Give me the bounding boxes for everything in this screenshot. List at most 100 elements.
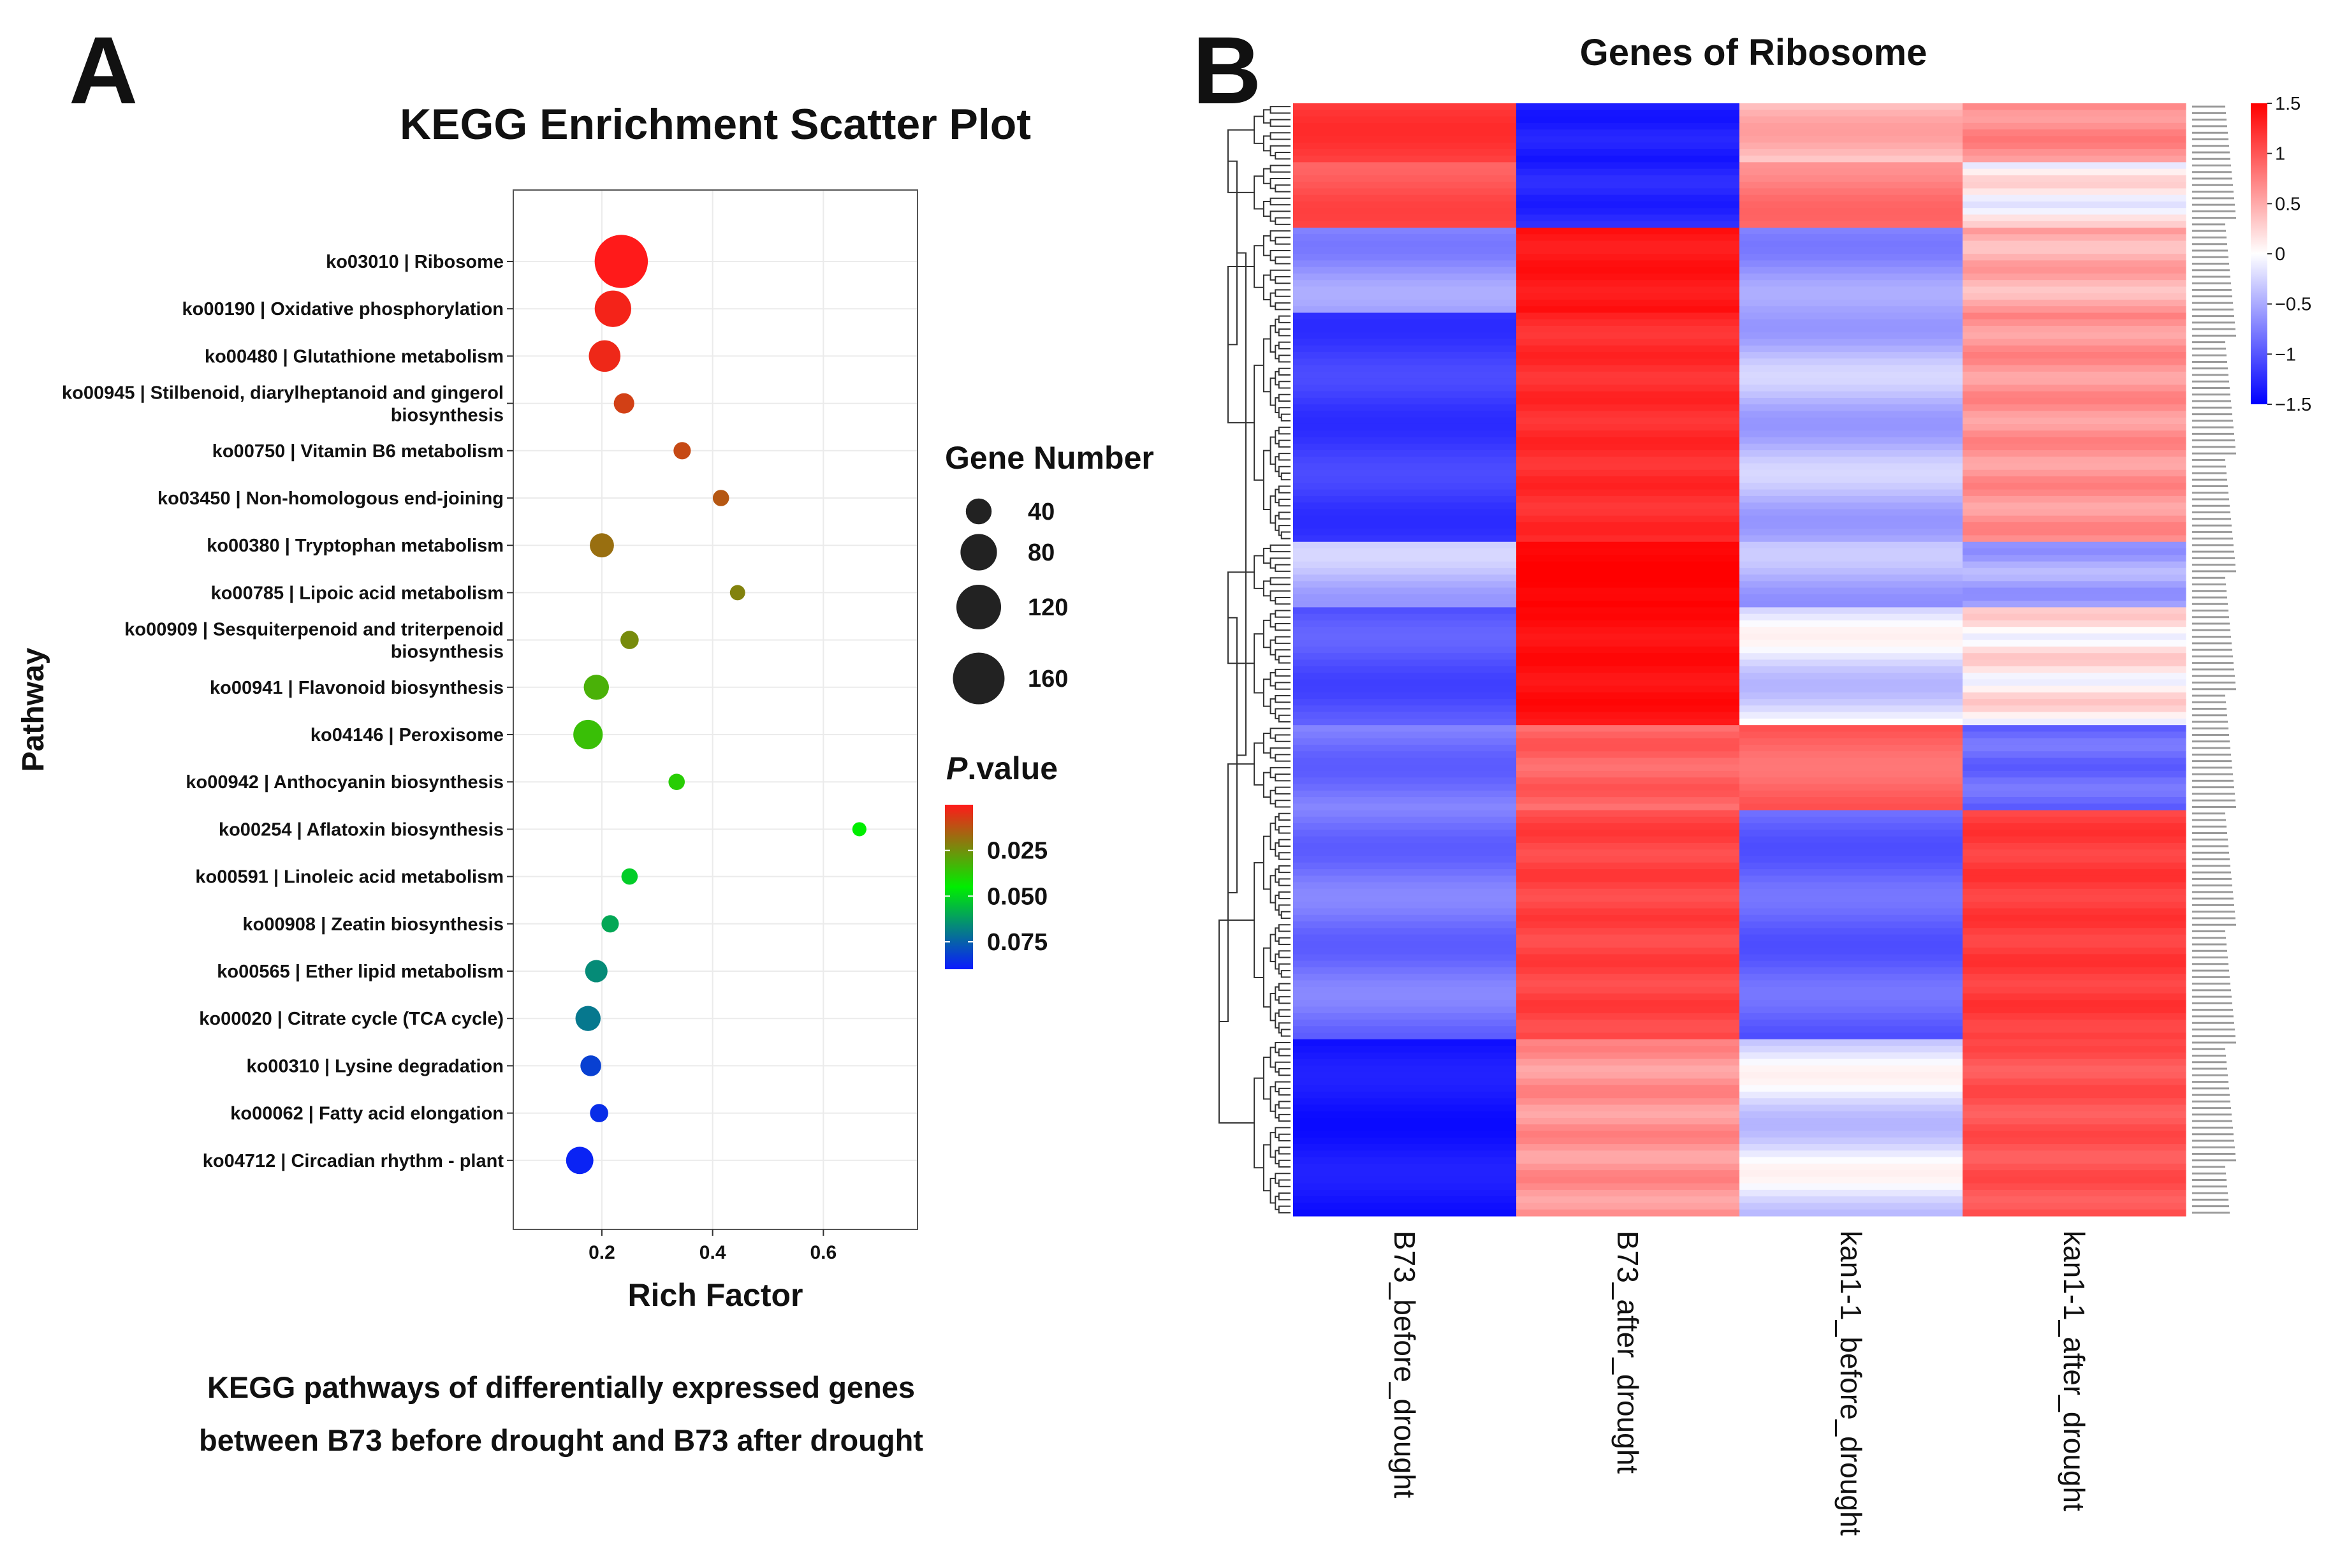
heatmap-cell: [1739, 469, 1963, 477]
dendrogram-branch: [1278, 865, 1291, 874]
plot-background: [513, 190, 918, 1229]
size-legend-dot: [965, 498, 992, 525]
heatmap-cell: [1739, 332, 1963, 340]
heatmap-cell: [1516, 666, 1740, 673]
heatmap-cell: [1293, 201, 1517, 209]
heatmap-cell: [1293, 156, 1517, 163]
heatmap-cell: [1516, 391, 1740, 399]
heatmap-cell: [1963, 725, 2186, 733]
dendrogram-branch: [1278, 427, 1291, 435]
dendrogram-branch: [1278, 1133, 1291, 1141]
heatmap-cell: [1293, 208, 1517, 216]
heatmap-cell: [1963, 633, 2186, 641]
heatmap-cell: [1293, 1085, 1517, 1092]
heatmap-cell: [1516, 797, 1740, 804]
heatmap-cell: [1293, 659, 1517, 667]
heatmap-cell: [1963, 934, 2186, 942]
dendrogram-branch: [1278, 485, 1291, 494]
heatmap-cell: [1293, 1196, 1517, 1204]
heatmap-cell: [1293, 967, 1517, 974]
heatmap-cell: [1516, 122, 1740, 130]
heatmap-cell: [1963, 705, 2186, 713]
heatmap-cell: [1293, 228, 1517, 235]
heatmap-cell: [1516, 515, 1740, 523]
heatmap-cell: [1739, 640, 1963, 647]
dendrogram-branch: [1278, 924, 1291, 932]
dendrogram-branch: [1278, 891, 1291, 900]
heatmap-cell: [1293, 601, 1517, 608]
heatmap-cell: [1293, 110, 1517, 117]
heatmap-cell: [1293, 352, 1517, 359]
heatmap-cell: [1963, 541, 2186, 549]
heatmap-cell: [1739, 1091, 1963, 1099]
scatter-point: [590, 1104, 608, 1122]
heatmap-cell: [1739, 103, 1963, 110]
heatmap-cell: [1963, 816, 2186, 824]
pathway-label: ko00908 | Zeatin biosynthesis: [243, 914, 504, 935]
heatmap-cell: [1739, 712, 1963, 719]
dendrogram-branch: [1275, 773, 1291, 782]
heatmap-cell: [1293, 332, 1517, 340]
heatmap-cell: [1293, 280, 1517, 288]
heatmap-cell: [1516, 868, 1740, 876]
heatmap-cell: [1739, 371, 1963, 379]
x-axis-label: Rich Factor: [627, 1277, 803, 1313]
heatmap-cell: [1963, 784, 2186, 791]
heatmap-cell: [1293, 914, 1517, 922]
heatmap-cell: [1516, 1065, 1740, 1073]
heatmap-cell: [1293, 830, 1517, 837]
heatmap-cell: [1963, 862, 2186, 870]
heatmap-cell: [1963, 587, 2186, 595]
heatmap-cell: [1963, 156, 2186, 163]
heatmap-cell: [1293, 168, 1517, 176]
heatmap-cell: [1739, 914, 1963, 922]
heatmap-cell: [1293, 823, 1517, 830]
dendrogram-branch: [1269, 436, 1276, 465]
dendrogram-branch: [1262, 772, 1271, 798]
dendrogram-branch: [1269, 766, 1291, 779]
heatmap-cell: [1293, 941, 1517, 948]
heatmap-cell: [1516, 417, 1740, 425]
heatmap-cell: [1293, 1150, 1517, 1158]
heatmap-cell: [1963, 842, 2186, 850]
heatmap-colorbar-label: −1.5: [2275, 395, 2311, 415]
heatmap-cell: [1739, 587, 1963, 595]
heatmap-cell: [1516, 974, 1740, 981]
dendrogram-branch: [1278, 950, 1291, 958]
heatmap-cell: [1739, 941, 1963, 948]
heatmap-cell: [1293, 142, 1517, 150]
heatmap-cell: [1739, 673, 1963, 680]
heatmap-cell: [1739, 299, 1963, 307]
dendrogram-branch: [1269, 165, 1291, 173]
heatmap-cell: [1739, 110, 1963, 117]
scatter-point: [585, 960, 608, 983]
heatmap-cell: [1516, 705, 1740, 713]
heatmap-cell: [1739, 149, 1963, 156]
dendrogram-branch: [1269, 197, 1291, 206]
dendrogram-branch: [1275, 623, 1291, 631]
heatmap-cell: [1293, 948, 1517, 955]
row-gene-labels: [2192, 105, 2236, 1214]
dendrogram-branch: [1262, 200, 1271, 217]
heatmap-cell: [1516, 862, 1740, 870]
heatmap-cell: [1739, 267, 1963, 274]
heatmap-cell: [1739, 208, 1963, 216]
heatmap-cell: [1516, 188, 1740, 196]
heatmap-cell: [1739, 928, 1963, 935]
heatmap-cell: [1963, 293, 2186, 300]
heatmap-cell: [1516, 1091, 1740, 1099]
dendrogram-branch: [1278, 983, 1291, 991]
heatmap-cell: [1963, 685, 2186, 693]
dendrogram-branch: [1269, 1177, 1276, 1204]
heatmap-cell: [1739, 980, 1963, 988]
heatmap-cell: [1739, 790, 1963, 798]
heatmap-cell: [1516, 581, 1740, 589]
pathway-label: ko00750 | Vitamin B6 metabolism: [212, 441, 504, 462]
heatmap-cell: [1516, 948, 1740, 955]
heatmap-cell: [1516, 469, 1740, 477]
dendrogram-branch: [1269, 823, 1276, 851]
heatmap-cell: [1963, 731, 2186, 739]
heatmap-cell: [1516, 594, 1740, 601]
scatter-point: [583, 675, 610, 700]
heatmap-cell: [1963, 849, 2186, 857]
